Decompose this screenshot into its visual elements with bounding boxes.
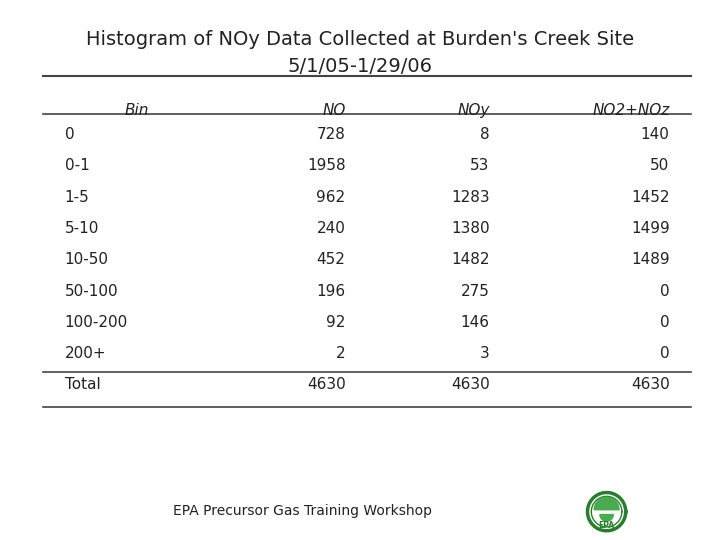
Text: Bin: Bin bbox=[125, 103, 149, 118]
Text: 100-200: 100-200 bbox=[65, 315, 128, 330]
Text: 1452: 1452 bbox=[631, 190, 670, 205]
Text: 140: 140 bbox=[641, 127, 670, 142]
Text: 0: 0 bbox=[660, 315, 670, 330]
Text: NOy: NOy bbox=[457, 103, 490, 118]
Text: 5/1/05-1/29/06: 5/1/05-1/29/06 bbox=[287, 57, 433, 76]
Text: 0: 0 bbox=[660, 284, 670, 299]
Text: 0: 0 bbox=[660, 346, 670, 361]
Text: NO2+NOz: NO2+NOz bbox=[593, 103, 670, 118]
Text: 146: 146 bbox=[461, 315, 490, 330]
Text: 50: 50 bbox=[650, 158, 670, 173]
Text: 1499: 1499 bbox=[631, 221, 670, 236]
Text: 240: 240 bbox=[317, 221, 346, 236]
Text: EPA: EPA bbox=[598, 521, 615, 530]
Text: 4630: 4630 bbox=[451, 377, 490, 393]
Polygon shape bbox=[594, 497, 619, 510]
Text: 1489: 1489 bbox=[631, 252, 670, 267]
Text: 1958: 1958 bbox=[307, 158, 346, 173]
Text: 196: 196 bbox=[317, 284, 346, 299]
Text: 53: 53 bbox=[470, 158, 490, 173]
Text: EPA Precursor Gas Training Workshop: EPA Precursor Gas Training Workshop bbox=[173, 504, 432, 518]
Text: 10-50: 10-50 bbox=[65, 252, 109, 267]
Text: 92: 92 bbox=[326, 315, 346, 330]
Polygon shape bbox=[600, 515, 613, 521]
Text: 5-10: 5-10 bbox=[65, 221, 99, 236]
Text: 8: 8 bbox=[480, 127, 490, 142]
Text: 4630: 4630 bbox=[307, 377, 346, 393]
Text: Total: Total bbox=[65, 377, 101, 393]
Text: 0-1: 0-1 bbox=[65, 158, 89, 173]
Text: 200+: 200+ bbox=[65, 346, 107, 361]
Text: 1283: 1283 bbox=[451, 190, 490, 205]
Text: 0: 0 bbox=[65, 127, 74, 142]
Text: 1-5: 1-5 bbox=[65, 190, 89, 205]
Text: 3: 3 bbox=[480, 346, 490, 361]
Text: Histogram of NOy Data Collected at Burden's Creek Site: Histogram of NOy Data Collected at Burde… bbox=[86, 30, 634, 49]
Text: 1482: 1482 bbox=[451, 252, 490, 267]
Text: 728: 728 bbox=[317, 127, 346, 142]
Text: 275: 275 bbox=[461, 284, 490, 299]
Polygon shape bbox=[588, 492, 626, 531]
Text: 962: 962 bbox=[317, 190, 346, 205]
Text: 2: 2 bbox=[336, 346, 346, 361]
Text: 4630: 4630 bbox=[631, 377, 670, 393]
Text: 1380: 1380 bbox=[451, 221, 490, 236]
Text: NO: NO bbox=[323, 103, 346, 118]
Text: 452: 452 bbox=[317, 252, 346, 267]
Text: 50-100: 50-100 bbox=[65, 284, 118, 299]
